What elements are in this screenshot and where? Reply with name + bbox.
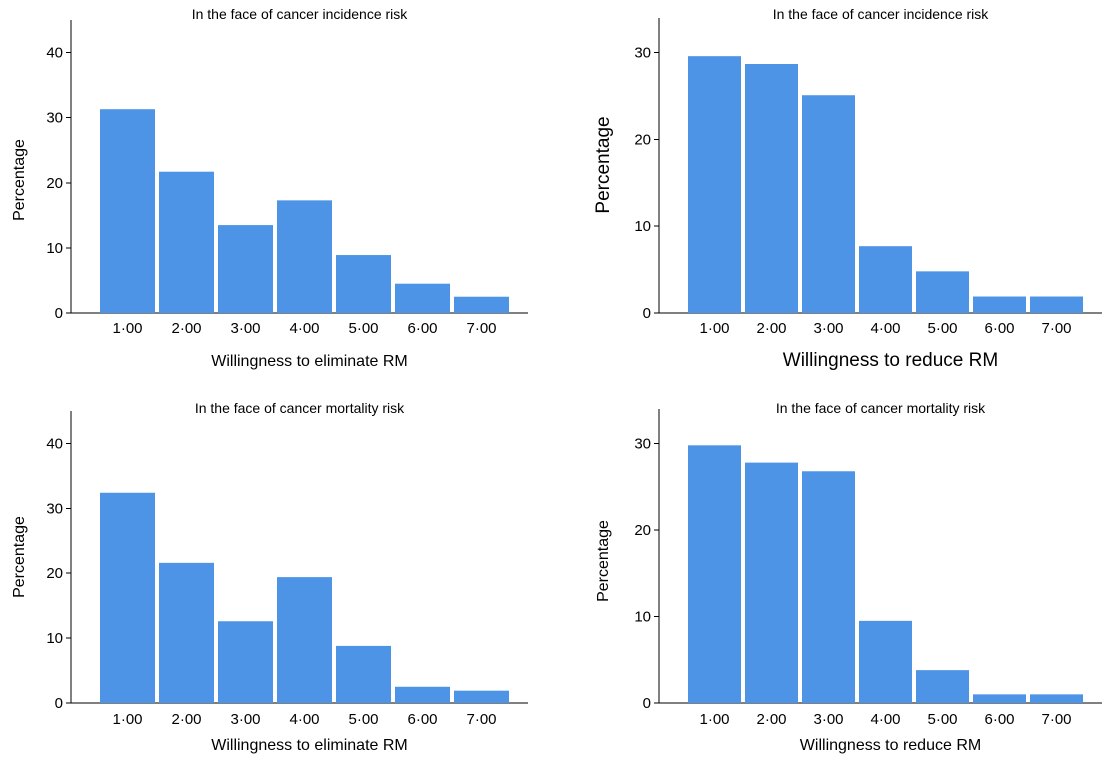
x-tick-label: 4·00 [870, 320, 900, 337]
y-tick-label: 30 [634, 436, 651, 453]
chart-title: In the face of cancer mortality risk [195, 400, 405, 416]
x-tick-label: 3·00 [230, 711, 260, 728]
y-tick-label: 20 [46, 565, 63, 582]
chart-title: In the face of cancer incidence risk [192, 6, 409, 22]
x-tick-label: 1·00 [699, 711, 729, 728]
bar [859, 246, 912, 313]
y-tick-label: 40 [46, 45, 63, 62]
bar [916, 670, 969, 703]
x-tick-label: 2·00 [171, 320, 201, 337]
y-tick-label: 30 [634, 45, 651, 62]
x-tick-label: 5·00 [348, 320, 378, 337]
x-tick-label: 1·00 [112, 711, 142, 728]
x-tick-label: 7·00 [1041, 711, 1071, 728]
x-tick-label: 5·00 [348, 711, 378, 728]
x-tick-label: 6·00 [984, 711, 1014, 728]
x-tick-label: 2·00 [171, 711, 201, 728]
chart-title: In the face of cancer mortality risk [776, 400, 986, 416]
x-tick-label: 3·00 [813, 320, 843, 337]
chart-panel-mortality-reduce: In the face of cancer mortality risk 0 10 2… [556, 381, 1113, 761]
bar [277, 200, 332, 313]
chart-panel-incidence-eliminate: In the face of cancer incidence risk 0 10 2… [0, 0, 556, 380]
x-tick-label: 2·00 [756, 711, 786, 728]
bar [1030, 296, 1083, 313]
bar [916, 271, 969, 313]
y-tick-label: 10 [46, 240, 63, 257]
y-tick-label: 0 [643, 305, 651, 322]
x-tick-label: 2·00 [756, 320, 786, 337]
bar [802, 471, 855, 703]
bar-chart-svg: In the face of cancer mortality risk 0 10 2… [595, 400, 1102, 754]
x-tick-label: 4·00 [870, 711, 900, 728]
bar [1030, 694, 1083, 703]
x-tick-label: 6·00 [407, 320, 437, 337]
bar [218, 225, 273, 313]
y-tick-label: 10 [634, 609, 651, 626]
x-tick-label: 7·00 [1041, 320, 1071, 337]
bar [973, 694, 1026, 703]
x-tick-label: 7·00 [466, 320, 496, 337]
x-tick-label: 1·00 [699, 320, 729, 337]
bar [100, 109, 155, 313]
x-tick-label: 5·00 [927, 711, 957, 728]
x-tick-label: 4·00 [289, 320, 319, 337]
x-tick-label: 5·00 [927, 320, 957, 337]
bar [454, 296, 509, 313]
bar [218, 621, 273, 703]
y-tick-label: 10 [46, 630, 63, 647]
y-axis-label: Percentage [11, 139, 28, 221]
x-axis-label: Willingness to eliminate RM [211, 353, 408, 370]
bar [973, 296, 1026, 313]
y-tick-label: 20 [634, 131, 651, 148]
bar [277, 577, 332, 703]
chart-title: In the face of cancer incidence risk [773, 6, 990, 22]
bar [688, 56, 741, 313]
y-tick-label: 0 [55, 695, 63, 712]
bar-chart-svg: In the face of cancer mortality risk 0 10 2… [11, 400, 528, 754]
bar [859, 620, 912, 703]
x-tick-label: 7·00 [466, 711, 496, 728]
y-tick-label: 30 [46, 110, 63, 127]
y-tick-label: 0 [643, 695, 651, 712]
bar-chart-svg: In the face of cancer incidence risk 0 10 2… [593, 6, 1102, 371]
y-tick-label: 30 [46, 500, 63, 517]
bar [159, 562, 214, 703]
chart-panel-incidence-reduce: In the face of cancer incidence risk 0 10 2… [556, 0, 1113, 380]
x-axis-label: Willingness to reduce RM [783, 350, 998, 371]
x-tick-label: 3·00 [813, 711, 843, 728]
bar [802, 95, 855, 314]
bar [395, 686, 450, 703]
chart-panel-mortality-eliminate: In the face of cancer mortality risk 0 10 2… [0, 381, 556, 761]
bar [688, 445, 741, 703]
y-axis-label: Percentage [593, 116, 614, 213]
y-tick-label: 0 [55, 305, 63, 322]
x-tick-label: 1·00 [112, 320, 142, 337]
x-axis-label: Willingness to reduce RM [800, 737, 981, 754]
bar [336, 645, 391, 703]
bar-chart-svg: In the face of cancer incidence risk 0 10 2… [11, 6, 528, 370]
bar [454, 690, 509, 703]
y-tick-label: 40 [46, 435, 63, 452]
x-tick-label: 3·00 [230, 320, 260, 337]
x-tick-label: 6·00 [407, 711, 437, 728]
bar [395, 283, 450, 313]
bar [159, 171, 214, 313]
x-tick-label: 4·00 [289, 711, 319, 728]
bar [745, 63, 798, 314]
y-tick-label: 20 [634, 522, 651, 539]
y-tick-label: 10 [634, 218, 651, 235]
bar [100, 492, 155, 703]
bar [745, 462, 798, 703]
x-axis-label: Willingness to eliminate RM [211, 737, 408, 754]
x-tick-label: 6·00 [984, 320, 1014, 337]
y-axis-label: Percentage [11, 516, 28, 598]
y-tick-label: 20 [46, 175, 63, 192]
y-axis-label: Percentage [595, 520, 612, 602]
bar [336, 255, 391, 313]
